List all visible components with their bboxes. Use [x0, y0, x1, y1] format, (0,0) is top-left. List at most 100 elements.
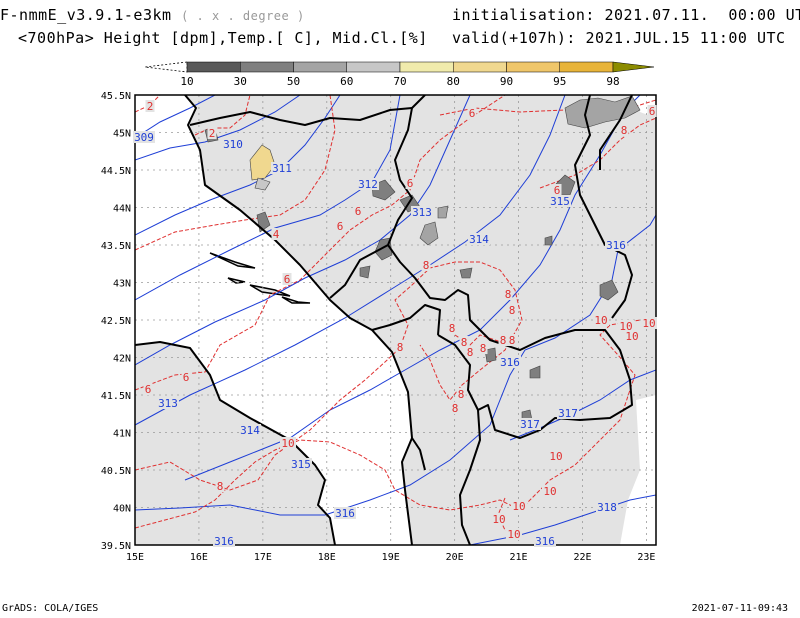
- temperature-contour-label: 6: [407, 177, 414, 190]
- latitude-label: 42.5N: [101, 316, 131, 327]
- cloud-patch: [564, 95, 641, 129]
- contour-label-bg: [239, 424, 261, 436]
- temperature-contour-label: 6: [183, 371, 190, 384]
- contour-label-bg: [507, 334, 517, 346]
- contour-labels: 309 310 311 312 313 314 315 316 316 313 314 315 316 3…: [133, 100, 657, 548]
- temperature-contour-label: 6: [145, 383, 152, 396]
- cloud-patch: [529, 365, 541, 379]
- colorbar-tick-label: 10: [180, 75, 193, 88]
- colorbar-tick-label: 90: [500, 75, 513, 88]
- colorbar-segment: [186, 61, 241, 73]
- latitude-label: 41.5N: [101, 391, 131, 402]
- temperature-contour-label: 8: [461, 336, 468, 349]
- latitude-label: 41N: [113, 429, 131, 440]
- contour-label-bg: [557, 407, 579, 419]
- contour-label-bg: [280, 437, 296, 449]
- contour-label-bg: [507, 304, 517, 316]
- contour-label-bg: [459, 336, 469, 348]
- height-contour-label: 311: [272, 162, 292, 175]
- height-contour-label: 313: [158, 397, 178, 410]
- contour-label-bg: [456, 388, 466, 400]
- colorbar-tick-label: 30: [234, 75, 247, 88]
- longitude-label: 19E: [382, 552, 400, 563]
- colorbar-tick-label: 50: [287, 75, 300, 88]
- temperature-contour-label: 10: [549, 450, 562, 463]
- init-value: 2021.07.11. 00:00 UTC: [604, 6, 800, 24]
- isotherm-4: [135, 95, 336, 251]
- coastline-italy: [135, 341, 336, 545]
- contour-label-bg: [207, 127, 217, 139]
- contour-label-bg: [542, 485, 558, 497]
- valid-label: valid(+107h):: [452, 29, 576, 47]
- latitude-label: 44N: [113, 204, 131, 215]
- temperature-contour-label: 10: [507, 528, 520, 541]
- temperature-contour-label: 8: [452, 402, 459, 415]
- contour-label-bg: [641, 317, 657, 329]
- colorbar-segment: [240, 61, 294, 73]
- contour-label-bg: [421, 259, 431, 271]
- cloud-patch: [437, 205, 449, 219]
- contour-label-bg: [618, 320, 634, 332]
- init-label: initialisation:: [452, 6, 595, 24]
- temperature-contour-label: 8: [509, 304, 516, 317]
- contour-label-bg: [145, 100, 155, 112]
- temperature-contour-label: 10: [625, 330, 638, 343]
- temperature-contour-label: 6: [355, 205, 362, 218]
- field-description: <700hPa> Height [dpm],Temp.[ C], Mid.Cl.…: [18, 29, 428, 47]
- contour-label-bg: [395, 341, 405, 353]
- longitude-label: 15E: [126, 552, 144, 563]
- latitude-label: 44.5N: [101, 166, 131, 177]
- contour-label-bg: [181, 371, 191, 383]
- latitude-label: 42N: [113, 354, 131, 365]
- temperature-contour-label: 6: [284, 273, 291, 286]
- temperature-contour-label: 6: [337, 220, 344, 233]
- colorbar-tick-label: 80: [447, 75, 460, 88]
- height-contour-label: 315: [550, 195, 570, 208]
- contour-label-bg: [467, 107, 477, 119]
- height-contour-label: 312: [358, 178, 378, 191]
- contour-label-bg: [548, 450, 564, 462]
- temperature-contour-label: 8: [449, 322, 456, 335]
- latitude-label: 45N: [113, 129, 131, 140]
- height-contour-label: 318: [597, 501, 617, 514]
- temperature-contour-label: 6: [649, 105, 656, 118]
- longitude-label: 21E: [510, 552, 528, 563]
- longitude-label: 16E: [190, 552, 208, 563]
- contour-label-bg: [222, 138, 244, 150]
- height-contour-label: 309: [134, 131, 154, 144]
- coastline-east-adriatic: [184, 95, 413, 545]
- height-contour-label: 317: [520, 418, 540, 431]
- contour-label-bg: [405, 177, 415, 189]
- latitude-label: 40.5N: [101, 466, 131, 477]
- temperature-contour-label: 4: [273, 228, 280, 241]
- contour-313: [135, 95, 471, 366]
- border-serbia-montenegro: [387, 244, 506, 346]
- border-macedonia-bulgaria: [477, 329, 633, 439]
- footer-timestamp: 2021-07-11-09:43: [691, 603, 788, 614]
- contour-label-bg: [552, 184, 562, 196]
- contour-label-bg: [478, 342, 488, 354]
- contour-label-bg: [468, 233, 490, 245]
- contour-label-bg: [506, 528, 522, 540]
- isotherm-2: [135, 95, 161, 113]
- temperature-contour-label: 10: [281, 437, 294, 450]
- longitude-label: 17E: [254, 552, 272, 563]
- cloud-patch: [359, 265, 371, 279]
- temperature-contour-label: 6: [554, 184, 561, 197]
- height-contour-label: 316: [214, 535, 234, 548]
- contour-label-bg: [411, 206, 433, 218]
- temperature-contour-label: 8: [397, 341, 404, 354]
- temperature-contour-label: 8: [467, 346, 474, 359]
- colorbar-tick-label: 98: [606, 75, 619, 88]
- isotherm-6: [135, 95, 506, 391]
- border-bosnia-serbia: [411, 95, 426, 109]
- border-croatia-bosnia: [189, 107, 413, 299]
- height-contour-label: 315: [291, 458, 311, 471]
- valid-time-line: valid(+107h): 2021.JUL.15 11:00 UTC: [452, 29, 786, 47]
- isotherm-10: [135, 319, 656, 529]
- contour-312: [135, 95, 401, 301]
- footer-credit: GrADS: COLA/IGES: [2, 603, 99, 614]
- contour-309: [135, 95, 216, 139]
- contour-label-bg: [157, 397, 179, 409]
